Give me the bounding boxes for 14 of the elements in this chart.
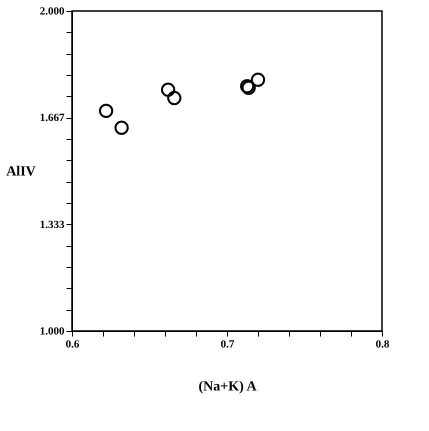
- point: [160, 82, 176, 97]
- x-tick-label: 0.8: [376, 338, 390, 350]
- y-tick-label: 1.000: [40, 326, 65, 338]
- x-tick-label: 0.6: [66, 338, 80, 350]
- point: [98, 104, 114, 118]
- y-tick-label: 1.333: [40, 218, 65, 231]
- point: [114, 120, 129, 135]
- point: [250, 72, 266, 87]
- point: [167, 90, 182, 106]
- y-tick-label: 1.667: [40, 112, 65, 124]
- y-axis-title: AlIV: [6, 164, 36, 180]
- y-tick-label: 2.000: [40, 6, 65, 18]
- x-tick-label: 0.7: [220, 338, 235, 350]
- x-axis-title: (Na+K) A: [198, 380, 258, 394]
